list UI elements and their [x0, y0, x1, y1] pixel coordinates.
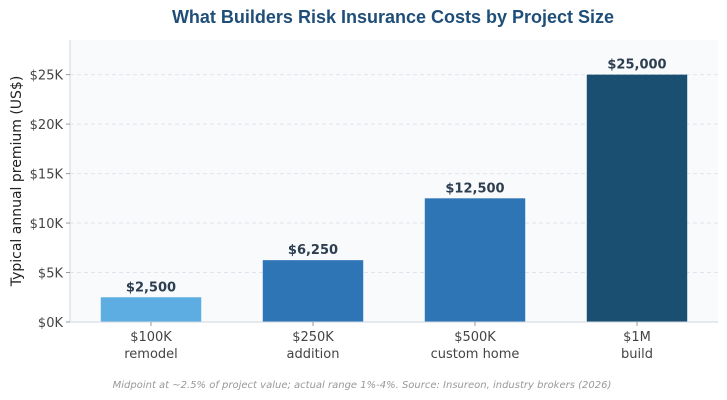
- y-tick-label: $25K: [30, 69, 64, 84]
- y-tick-label: $20K: [30, 118, 64, 133]
- axes: [66, 40, 718, 326]
- x-tick-labels: $100K remodel $250K addition $500K custom hom…: [124, 330, 653, 362]
- y-tick-label: $0K: [38, 316, 64, 331]
- x-tick-sublabel: addition: [287, 347, 340, 362]
- bar: [424, 198, 526, 322]
- bars: [100, 74, 688, 322]
- x-tick-sublabel: custom home: [431, 347, 520, 362]
- x-tick-sublabel: build: [621, 347, 653, 362]
- bar: [100, 297, 202, 322]
- x-tick-label: $500K: [454, 330, 496, 345]
- y-tick-label: $10K: [30, 217, 64, 232]
- y-axis-label: Typical annual premium (US$): [9, 76, 25, 288]
- x-tick-label: $100K: [130, 330, 172, 345]
- footnote: Midpoint at ~2.5% of project value; actu…: [113, 380, 612, 391]
- bar: [586, 74, 688, 322]
- bar: [262, 260, 364, 322]
- data-labels: $2,500 $6,250 $12,500 $25,000: [126, 58, 667, 296]
- data-label: $12,500: [445, 181, 504, 196]
- x-tick-sublabel: remodel: [124, 347, 178, 362]
- data-label: $2,500: [126, 280, 176, 295]
- y-tick-label: $5K: [38, 267, 64, 282]
- chart-title: What Builders Risk Insurance Costs by Pr…: [172, 7, 614, 27]
- data-label: $6,250: [288, 243, 338, 258]
- data-label: $25,000: [607, 58, 666, 73]
- x-tick-label: $1M: [623, 330, 651, 345]
- x-tick-label: $250K: [292, 330, 334, 345]
- y-tick-label: $15K: [30, 168, 64, 183]
- y-tick-labels: $0K $5K $10K $15K $20K $25K: [30, 69, 64, 331]
